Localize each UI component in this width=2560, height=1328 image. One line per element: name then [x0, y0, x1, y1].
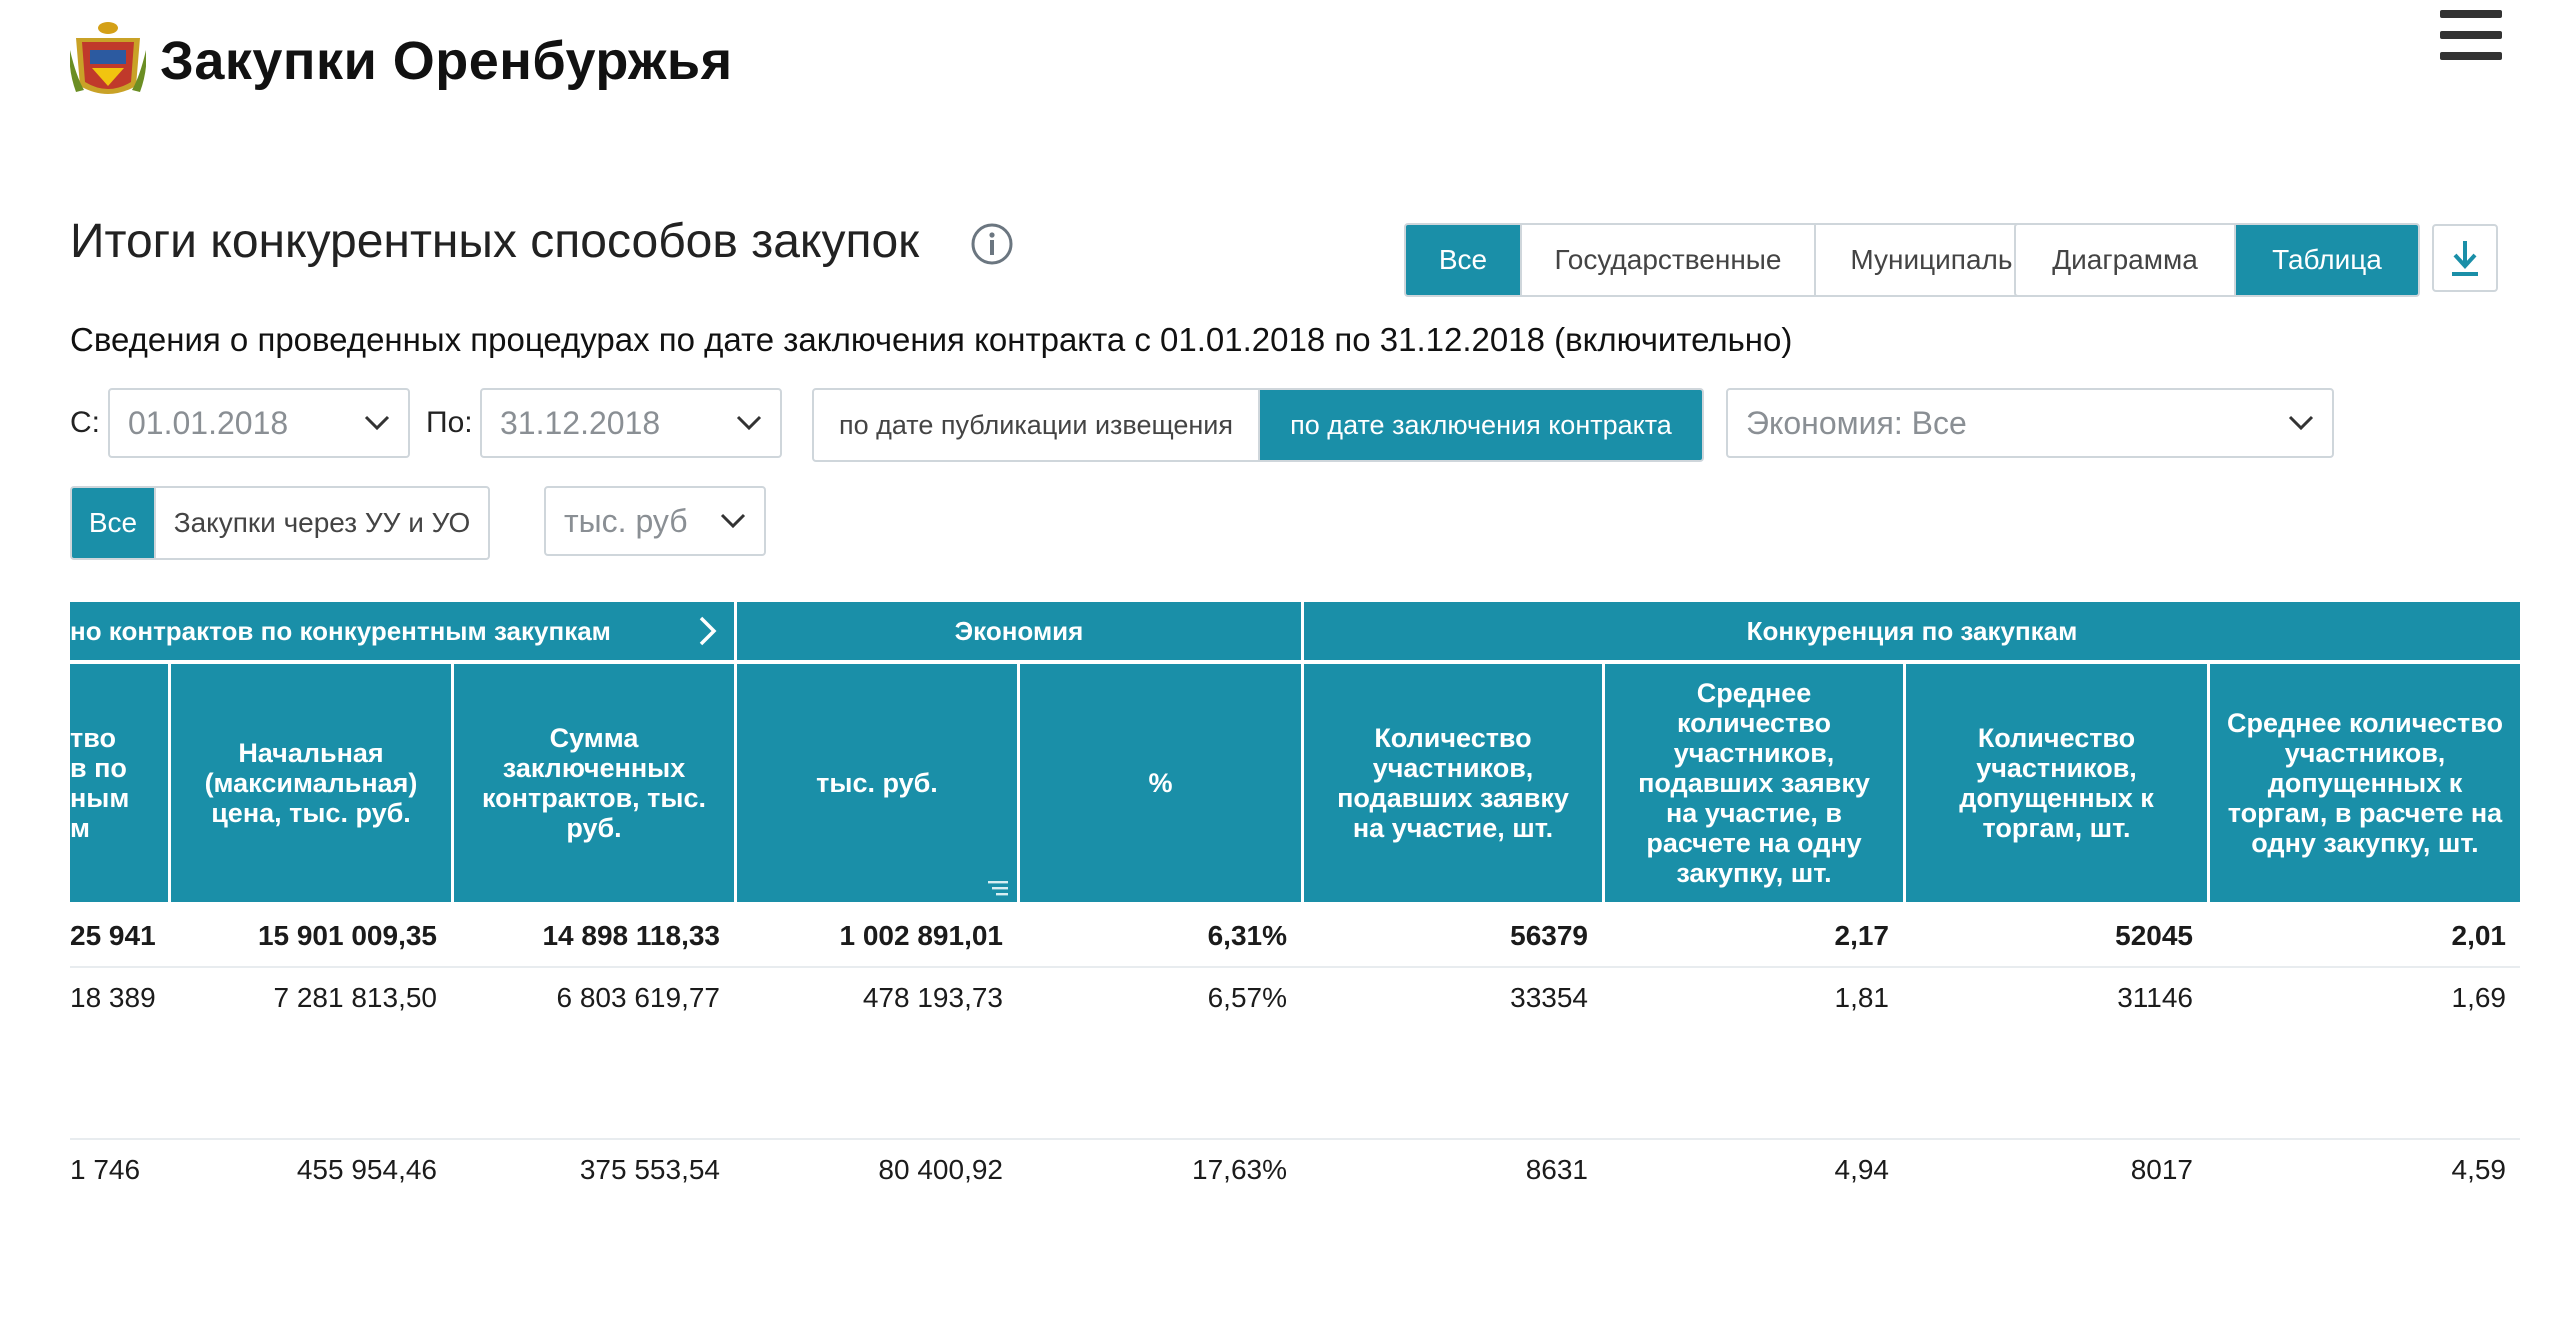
cell-economy-percent: 6,31%: [1207, 920, 1287, 951]
download-button[interactable]: [2432, 224, 2498, 292]
cell-avg-admitted: 2,01: [2451, 920, 2507, 951]
download-icon: [2452, 241, 2478, 276]
cell-economy-percent: 6,57%: [1207, 982, 1287, 1013]
cell-count: 18 389: [70, 982, 156, 1013]
table-row[interactable]: 1 746 455 954,46 375 553,54 80 400,92 17…: [70, 1150, 2520, 1190]
date-mode-publication-button[interactable]: по дате публикации извещения: [814, 390, 1260, 460]
view-chart-button[interactable]: Диаграмма: [2016, 225, 2236, 295]
chevron-down-icon: [364, 415, 390, 431]
group-header-economy: Экономия: [737, 602, 1301, 660]
cell-contract-sum: 14 898 118,33: [542, 920, 720, 951]
cell-initial-price: 7 281 813,50: [273, 982, 438, 1013]
group-header-contracts-label: но контрактов по конкурентным закупкам: [70, 615, 611, 646]
cell-economy-rub: 1 002 891,01: [839, 920, 1004, 951]
page-title: Итоги конкурентных способов закупок: [70, 215, 920, 268]
row-divider: [70, 1138, 2520, 1140]
cell-admitted: 52045: [2115, 920, 2193, 951]
date-to-label: По:: [426, 406, 473, 439]
type-all-button[interactable]: Все: [1406, 225, 1522, 295]
cell-initial-price: 15 901 009,35: [257, 920, 437, 951]
units-select[interactable]: тыс. руб: [544, 486, 766, 556]
date-from-label: С:: [70, 406, 100, 439]
row-divider: [70, 966, 2520, 968]
col-header-admitted: Количество участников, допущенных к торг…: [1906, 664, 2207, 902]
cell-avg-applicants: 1,81: [1834, 982, 1890, 1013]
cell-contract-sum: 375 553,54: [579, 1154, 720, 1185]
cell-admitted: 31146: [2117, 982, 2193, 1013]
cell-contract-sum: 6 803 619,77: [556, 982, 721, 1013]
type-state-button[interactable]: Государственные: [1522, 225, 1816, 295]
cell-applicants: 56379: [1510, 920, 1588, 951]
cell-initial-price: 455 954,46: [296, 1154, 437, 1185]
view-mode-switch: Диаграмма Таблица: [2014, 223, 2420, 297]
economy-select[interactable]: Экономия: Все: [1726, 388, 2334, 458]
cell-applicants: 8631: [1525, 1154, 1588, 1185]
col-header-avg-admitted: Среднее количество участников, допущенны…: [2210, 664, 2520, 902]
col-header-avg-applicants: Среднее количество участников, подавших …: [1605, 664, 1903, 902]
menu-icon[interactable]: [2440, 10, 2502, 62]
group-header-contracts: но контрактов по конкурентным закупкам: [70, 602, 734, 660]
cell-applicants: 33354: [1510, 982, 1588, 1013]
info-icon[interactable]: [970, 222, 1014, 266]
cell-count: 1 746: [70, 1154, 141, 1185]
col-header-contract-sum: Сумма заключенных контрактов, тыс. руб.: [454, 664, 734, 902]
units-select-value: тыс. руб: [564, 502, 688, 539]
date-to-select[interactable]: 31.12.2018: [480, 388, 782, 458]
col-header-count: тво в по ным м: [70, 664, 168, 902]
cell-avg-applicants: 4,94: [1834, 1154, 1890, 1185]
col-header-economy-rub[interactable]: тыс. руб.: [737, 664, 1017, 902]
group-header-competition: Конкуренция по закупкам: [1304, 602, 2520, 660]
cell-avg-admitted: 1,69: [2451, 982, 2507, 1013]
table-row[interactable]: 18 389 7 281 813,50 6 803 619,77 478 193…: [70, 978, 2520, 1018]
date-from-select[interactable]: 01.01.2018: [108, 388, 410, 458]
purchase-scope-switch: Все Закупки через УУ и УО: [70, 486, 490, 560]
chevron-down-icon: [2288, 415, 2314, 431]
region-emblem-icon: [69, 20, 147, 102]
site-brand[interactable]: Закупки Оренбуржья: [160, 31, 733, 91]
cell-economy-percent: 17,63%: [1192, 1154, 1287, 1185]
table-row[interactable]: 25 941 15 901 009,35 14 898 118,33 1 002…: [70, 916, 2520, 956]
report-subtitle: Сведения о проведенных процедурах по дат…: [70, 321, 1793, 358]
cell-avg-admitted: 4,59: [2451, 1154, 2507, 1185]
col-header-initial-price: Начальная (максимальная) цена, тыс. руб.: [171, 664, 451, 902]
scope-all-button[interactable]: Все: [72, 488, 156, 558]
chevron-right-icon[interactable]: [690, 614, 724, 648]
cell-economy-rub: 80 400,92: [878, 1154, 1003, 1185]
col-header-economy-percent[interactable]: %: [1020, 664, 1301, 902]
chevron-down-icon: [736, 415, 762, 431]
view-table-button[interactable]: Таблица: [2236, 225, 2418, 295]
cell-avg-applicants: 2,17: [1834, 920, 1890, 951]
date-to-value: 31.12.2018: [500, 404, 661, 441]
scope-uu-uo-button[interactable]: Закупки через УУ и УО: [173, 507, 471, 538]
chevron-down-icon: [720, 513, 746, 529]
cell-count: 25 941: [70, 920, 156, 951]
date-from-value: 01.01.2018: [128, 404, 289, 441]
cell-admitted: 8017: [2130, 1154, 2193, 1185]
sort-icon[interactable]: [986, 880, 1010, 896]
cell-economy-rub: 478 193,73: [862, 982, 1003, 1013]
procurement-type-switch: Все Государственные Муниципальные: [1404, 223, 2100, 297]
date-mode-contract-button[interactable]: по дате заключения контракта: [1260, 390, 1702, 460]
date-mode-switch: по дате публикации извещения по дате зак…: [812, 388, 1704, 462]
economy-select-value: Экономия: Все: [1746, 404, 1967, 441]
col-header-applicants: Количество участников, подавших заявку н…: [1304, 664, 1602, 902]
